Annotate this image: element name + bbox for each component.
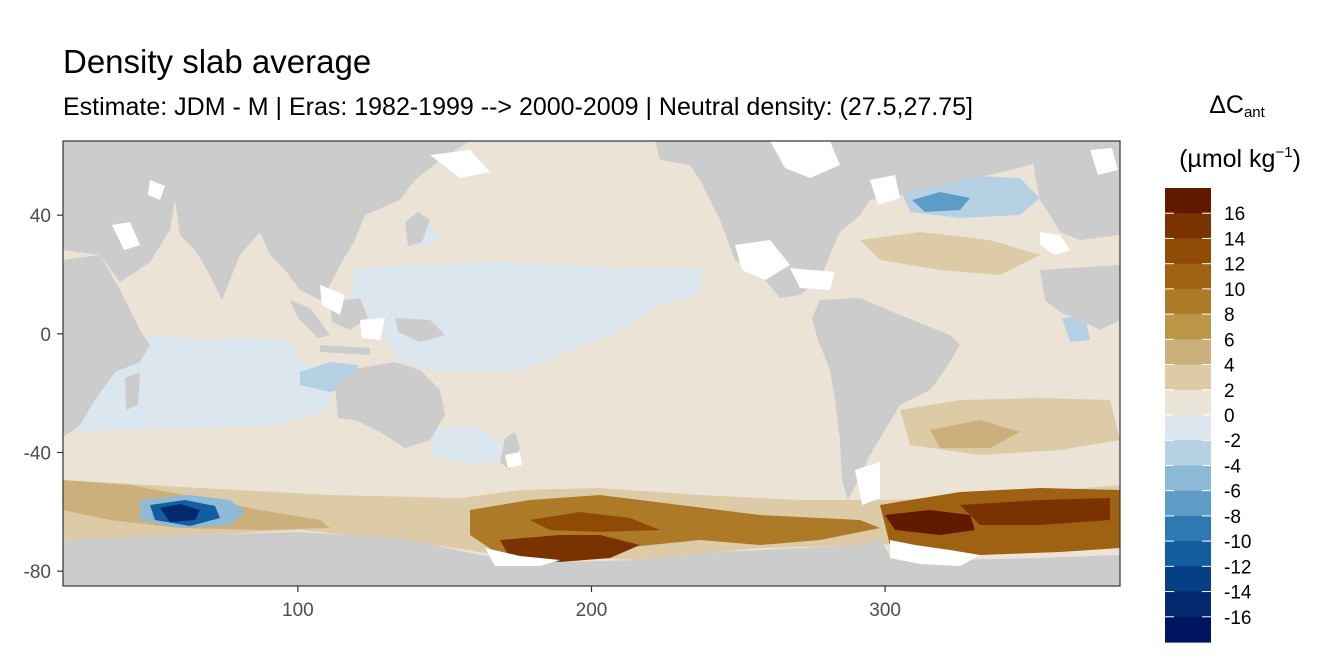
land-new-zealand (500, 432, 520, 470)
x-tick-label: 100 (282, 600, 314, 621)
legend-swatch (1165, 515, 1211, 542)
x-axis: 100 200 300 (282, 586, 901, 621)
legend-swatch (1165, 288, 1211, 315)
nodata-indonesia-2 (360, 318, 385, 340)
y-tick-label: 40 (30, 206, 51, 227)
land-arabia (63, 141, 175, 282)
land-greenland (930, 141, 1005, 165)
legend-swatch (1165, 238, 1211, 265)
land-india (160, 141, 300, 300)
land-madagascar (125, 372, 140, 410)
nodata-north-asia (148, 180, 165, 200)
x-tick-label: 200 (576, 600, 608, 621)
legend-label: 10 (1224, 280, 1245, 301)
land-java (320, 345, 370, 355)
legend-colorbar: 16 14 12 10 8 6 4 2 0 -2 -4 -6 -8 -10 -12 -14 -16 (1165, 188, 1252, 643)
field-tropical-pacific (350, 262, 702, 372)
legend-label: -16 (1224, 608, 1251, 629)
nodata-gulf-mexico (735, 240, 790, 280)
field-south-atlantic-patch (930, 420, 1020, 448)
legend-swatch (1165, 465, 1211, 492)
legend-label: 8 (1224, 305, 1235, 326)
nodata-weddell (890, 540, 980, 566)
legend-unit-pre: (µmol kg (1179, 145, 1276, 173)
no-data (112, 141, 1118, 566)
legend-swatch (1165, 339, 1211, 366)
y-tick-label: 0 (40, 325, 51, 346)
legend-title-main: ΔC (1209, 91, 1244, 119)
legend-label: 16 (1224, 204, 1245, 225)
y-tick-label: -80 (24, 562, 51, 583)
field-north-atlantic-darkblue (912, 192, 970, 212)
legend-swatch (1165, 566, 1211, 593)
land-japan (405, 212, 430, 246)
legend-label: -12 (1224, 557, 1251, 578)
legend-label: 4 (1224, 356, 1235, 377)
legend-label: -4 (1224, 456, 1241, 477)
legend-label: 14 (1224, 229, 1246, 250)
nodata-patagonia (855, 462, 880, 505)
field-pacific-sector-mid (530, 512, 660, 532)
land-sumatra (290, 300, 330, 338)
nodata-red-sea (112, 222, 140, 250)
y-tick-label: -40 (24, 444, 51, 465)
legend-unit-post: ) (1292, 145, 1301, 173)
land-south-america (812, 298, 960, 500)
legend-unit-sup: −1 (1275, 144, 1293, 161)
land-west-africa (1040, 265, 1120, 330)
nodata-indonesia (320, 285, 345, 315)
legend-label: 2 (1224, 381, 1235, 402)
legend-swatch (1165, 263, 1211, 290)
legend-swatch (1165, 213, 1211, 240)
legend-swatch (1165, 541, 1211, 567)
legend-title: ΔCant (1162, 88, 1312, 130)
legend-title-sub: ant (1243, 104, 1265, 121)
nodata-bering (430, 150, 490, 178)
legend-swatch (1165, 591, 1211, 618)
chart-title: Density slab average (63, 43, 372, 80)
nodata-ross (485, 548, 560, 566)
nodata-caribbean (790, 268, 835, 290)
x-tick-label: 300 (869, 600, 901, 621)
nodata-baffin (870, 175, 900, 205)
field-pacific-sector-dark (500, 535, 640, 562)
land-australia (335, 362, 445, 448)
field-weddell-dark (885, 510, 975, 535)
nodata-kerguelen (505, 452, 522, 468)
legend-label: -8 (1224, 507, 1241, 528)
land-africa-east (63, 255, 150, 437)
legend-swatch (1165, 490, 1211, 517)
legend-swatch (1165, 314, 1211, 340)
legend-label: -6 (1224, 482, 1241, 503)
legend-unit: (µmol kg−1) (1162, 136, 1318, 176)
field-gulf-guinea (1062, 316, 1090, 342)
legend-swatch (1165, 415, 1211, 441)
field-indian-sector-core (160, 504, 200, 522)
land-new-guinea (395, 318, 445, 342)
field-north-atlantic-brown (860, 232, 1040, 275)
field-weddell-mid (960, 498, 1110, 525)
field-indian-ocean (63, 352, 330, 432)
land-antarctica (63, 532, 1120, 586)
legend-label: -14 (1224, 583, 1252, 604)
legend-swatch (1165, 188, 1211, 214)
land-asia (260, 141, 470, 300)
nodata-hudson (770, 141, 840, 178)
legend-swatch (1165, 364, 1211, 391)
legend-swatch (1165, 440, 1211, 467)
legend-label: 0 (1224, 406, 1235, 427)
legend-swatch (1165, 389, 1211, 416)
legend-label: 12 (1224, 255, 1245, 276)
chart-subtitle: Estimate: JDM - M | Eras: 1982-1999 --> … (63, 93, 973, 121)
y-axis: 40 0 -40 -80 (24, 206, 63, 583)
legend-label: 6 (1224, 330, 1235, 351)
legend-label: -2 (1224, 431, 1241, 452)
field-tasman (430, 425, 520, 465)
legend-swatch (1165, 616, 1211, 643)
legend-label: -10 (1224, 532, 1251, 553)
nodata-baltic (1090, 148, 1118, 175)
nodata-mediterranean (1040, 232, 1070, 255)
